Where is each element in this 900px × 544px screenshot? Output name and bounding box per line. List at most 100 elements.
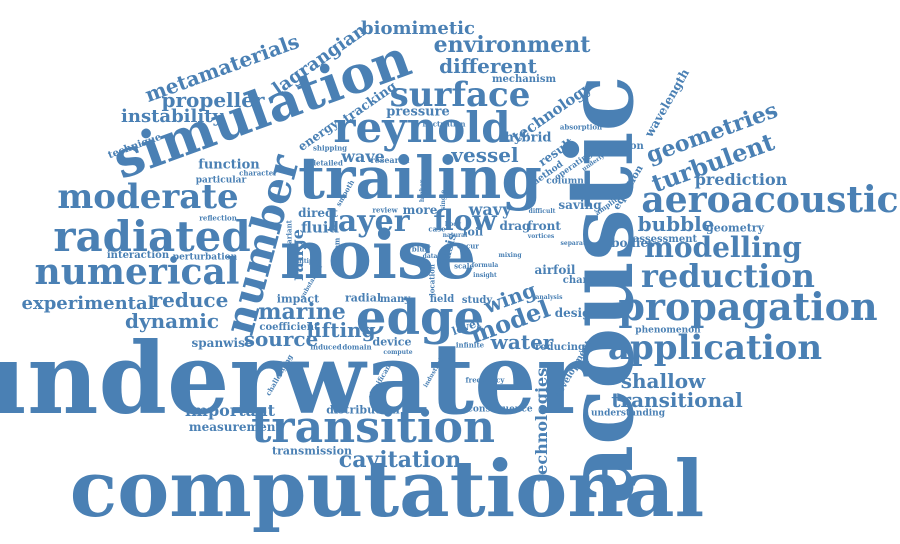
word-flow: flow xyxy=(433,204,497,237)
word-data: data xyxy=(422,253,438,260)
word-coefficient: coefficient xyxy=(259,322,319,333)
word-change: change xyxy=(562,275,604,286)
word-variant: variant xyxy=(284,220,294,248)
word-frequency: frequency xyxy=(465,375,505,385)
word-character: character xyxy=(239,168,277,178)
word-research: research xyxy=(370,155,410,165)
word-field: field xyxy=(429,294,455,305)
word-occur: occur xyxy=(457,241,479,251)
word-distribution: distribution xyxy=(326,403,400,417)
word-numerical: numerical xyxy=(34,251,240,293)
word-spanwise: spanwise xyxy=(191,336,253,350)
word-layer: layer xyxy=(326,204,410,239)
word-modelling: modelling xyxy=(644,231,802,264)
word-wave: wave xyxy=(341,147,385,166)
word-transitional: transitional xyxy=(611,388,743,412)
word-single: single xyxy=(440,189,447,211)
word-technologies: technologies xyxy=(532,367,551,483)
word-case: case xyxy=(428,224,446,234)
word-natural: natural xyxy=(442,232,468,239)
word-cavitation: cavitation xyxy=(338,447,462,473)
word-hybrid: hybrid xyxy=(504,130,552,146)
word-shipping: shipping xyxy=(312,143,348,153)
word-consequence: consequence xyxy=(467,404,533,415)
word-induced: induced xyxy=(310,342,342,352)
word-marine: marine xyxy=(258,299,346,325)
word-pressure: pressure xyxy=(386,104,450,120)
word-fluid: fluid xyxy=(301,218,339,237)
word-surface: surface xyxy=(389,75,531,115)
word-body: body xyxy=(445,221,461,228)
word-compute: compute xyxy=(383,349,413,356)
word-underwater: underwater xyxy=(0,322,589,437)
word-scale: scale xyxy=(454,261,474,271)
word-radiated: radiated xyxy=(53,212,251,261)
word-reflection: reflection xyxy=(199,213,237,223)
word-propagation: propagation xyxy=(618,284,878,329)
word-analysis: analysis xyxy=(535,294,563,301)
word-interaction: interaction xyxy=(106,250,170,261)
word-fluctuation: fluctuation xyxy=(422,119,466,129)
word-separation: separation xyxy=(584,141,644,152)
word-column: column xyxy=(546,176,584,187)
word-bodies: bodies xyxy=(611,236,655,250)
word-particular: particular xyxy=(195,175,247,186)
word-review: review xyxy=(372,205,398,215)
word-reducing: reducing xyxy=(534,342,586,353)
word-shallow: shallow xyxy=(620,369,706,393)
word-computational: computational xyxy=(69,444,705,535)
word-foil: foil xyxy=(462,225,484,239)
word-impact: impact xyxy=(276,292,320,306)
word-biomimetic: biomimetic xyxy=(361,18,475,39)
word-detailed: detailed xyxy=(311,158,343,168)
word-front: front xyxy=(527,219,561,233)
word-wavy: wavy xyxy=(468,200,512,219)
word-dynamic: dynamic xyxy=(124,309,220,333)
word-perturbation: perturbation xyxy=(172,252,238,263)
word-saving: saving xyxy=(558,198,602,212)
word-application: application xyxy=(607,328,823,368)
word-insight: insight xyxy=(473,272,497,279)
word-direct: direct xyxy=(298,206,338,220)
word-design: design xyxy=(554,306,600,320)
word-absorption: absorption xyxy=(559,122,603,132)
word-multiple: multiple xyxy=(290,258,320,265)
word-higher: higher xyxy=(419,179,426,203)
word-important: important xyxy=(184,401,276,420)
word-vortices: vortices xyxy=(527,233,555,240)
word-experimental: experimental xyxy=(21,293,155,314)
word-device: device xyxy=(372,335,412,349)
word-edge: edge xyxy=(355,290,485,346)
word-mechanism: mechanism xyxy=(491,74,557,85)
word-many: many xyxy=(379,294,411,305)
word-reduce: reduce xyxy=(151,288,229,312)
word-mixing: mixing xyxy=(498,252,522,259)
word-domain: domain xyxy=(342,342,372,352)
word-radial: radial xyxy=(344,291,382,305)
word-drag: drag xyxy=(499,219,531,233)
word-geometry: geometry xyxy=(706,221,764,235)
word-phenomenon: phenomenon xyxy=(635,325,701,336)
word-problem: problem xyxy=(332,237,342,271)
word-transmission: transmission xyxy=(272,444,352,458)
word-study: study xyxy=(461,295,493,306)
word-reduction: reduction xyxy=(641,257,815,295)
word-trailing: trailing xyxy=(298,144,542,212)
word-different: different xyxy=(439,54,537,78)
word-water: water xyxy=(490,330,554,354)
word-airfoil: airfoil xyxy=(534,263,576,277)
word-measurement: measurement xyxy=(188,420,282,434)
word-instability: instability xyxy=(121,106,223,127)
word-vessel: vessel xyxy=(451,143,519,167)
word-reynold: reynold xyxy=(333,103,511,152)
word-more: more xyxy=(402,203,438,217)
word-lifting: lifting xyxy=(306,318,376,342)
word-assessment: assessment xyxy=(632,234,698,245)
word-environment: environment xyxy=(433,32,591,58)
word-propeller: propeller xyxy=(161,88,265,112)
word-location: location xyxy=(427,264,437,296)
word-prediction: prediction xyxy=(694,170,788,189)
word-bubble: bubble xyxy=(637,212,715,236)
word-noise: noise xyxy=(279,216,477,294)
